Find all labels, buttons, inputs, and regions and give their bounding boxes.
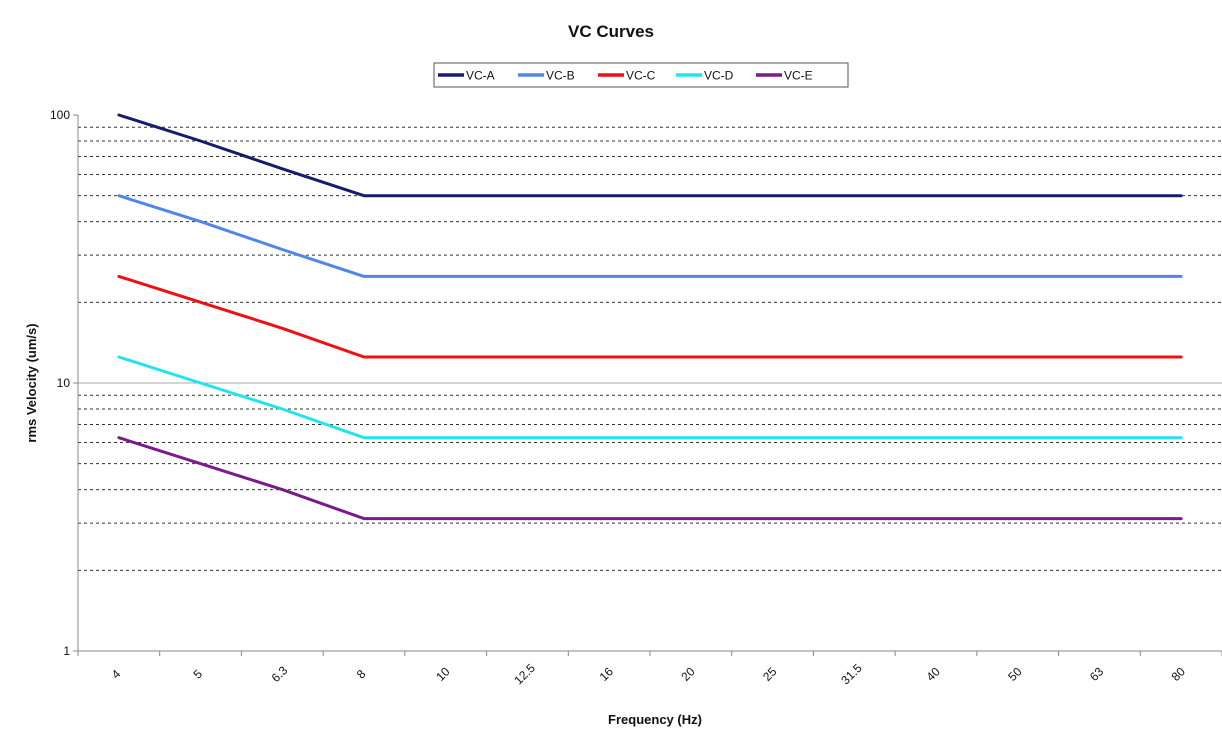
y-tick-label: 10 <box>57 376 71 390</box>
x-tick-label: 12.5 <box>511 661 538 688</box>
series-lines <box>117 113 1183 521</box>
y-tick-label: 100 <box>50 108 70 122</box>
legend-label: VC-C <box>626 69 656 83</box>
y-axis-ticks: 1 10 100 <box>50 108 78 658</box>
series-line-vc-a <box>117 113 1183 198</box>
x-tick-label: 5 <box>190 667 205 682</box>
x-tick-label: 50 <box>1005 664 1025 684</box>
x-tick-label: 4 <box>109 667 124 682</box>
legend-label: VC-B <box>546 69 575 83</box>
chart-title: VC Curves <box>568 22 654 41</box>
x-tick-label: 10 <box>433 664 453 684</box>
series-line-vc-b <box>117 194 1183 278</box>
x-tick-label: 25 <box>760 664 780 684</box>
series-line-vc-d <box>117 355 1183 440</box>
legend-label: VC-A <box>466 69 495 83</box>
x-tick-label: 31.5 <box>838 661 865 688</box>
x-tick-label: 6.3 <box>269 663 291 685</box>
y-tick-label: 1 <box>63 644 70 658</box>
legend-label: VC-E <box>784 69 813 83</box>
x-axis-title: Frequency (Hz) <box>608 712 702 727</box>
x-tick-label: 20 <box>678 664 698 684</box>
legend: VC-A VC-B VC-C VC-D VC-E <box>433 62 849 88</box>
x-tick-label: 63 <box>1087 664 1107 684</box>
series-line-vc-c <box>117 274 1183 359</box>
x-axis-ticks: 4 5 6.3 8 10 12.5 16 20 25 31.5 40 50 63 80 <box>77 651 1222 688</box>
x-tick-label: 8 <box>354 667 369 682</box>
series-line-vc-e <box>117 436 1183 521</box>
x-tick-label: 40 <box>923 664 943 684</box>
legend-label: VC-D <box>704 69 734 83</box>
x-tick-label: 16 <box>597 664 617 684</box>
gridlines <box>78 126 1222 571</box>
x-tick-label: 80 <box>1169 664 1189 684</box>
y-axis-title: rms Velocity (um/s) <box>24 323 39 442</box>
